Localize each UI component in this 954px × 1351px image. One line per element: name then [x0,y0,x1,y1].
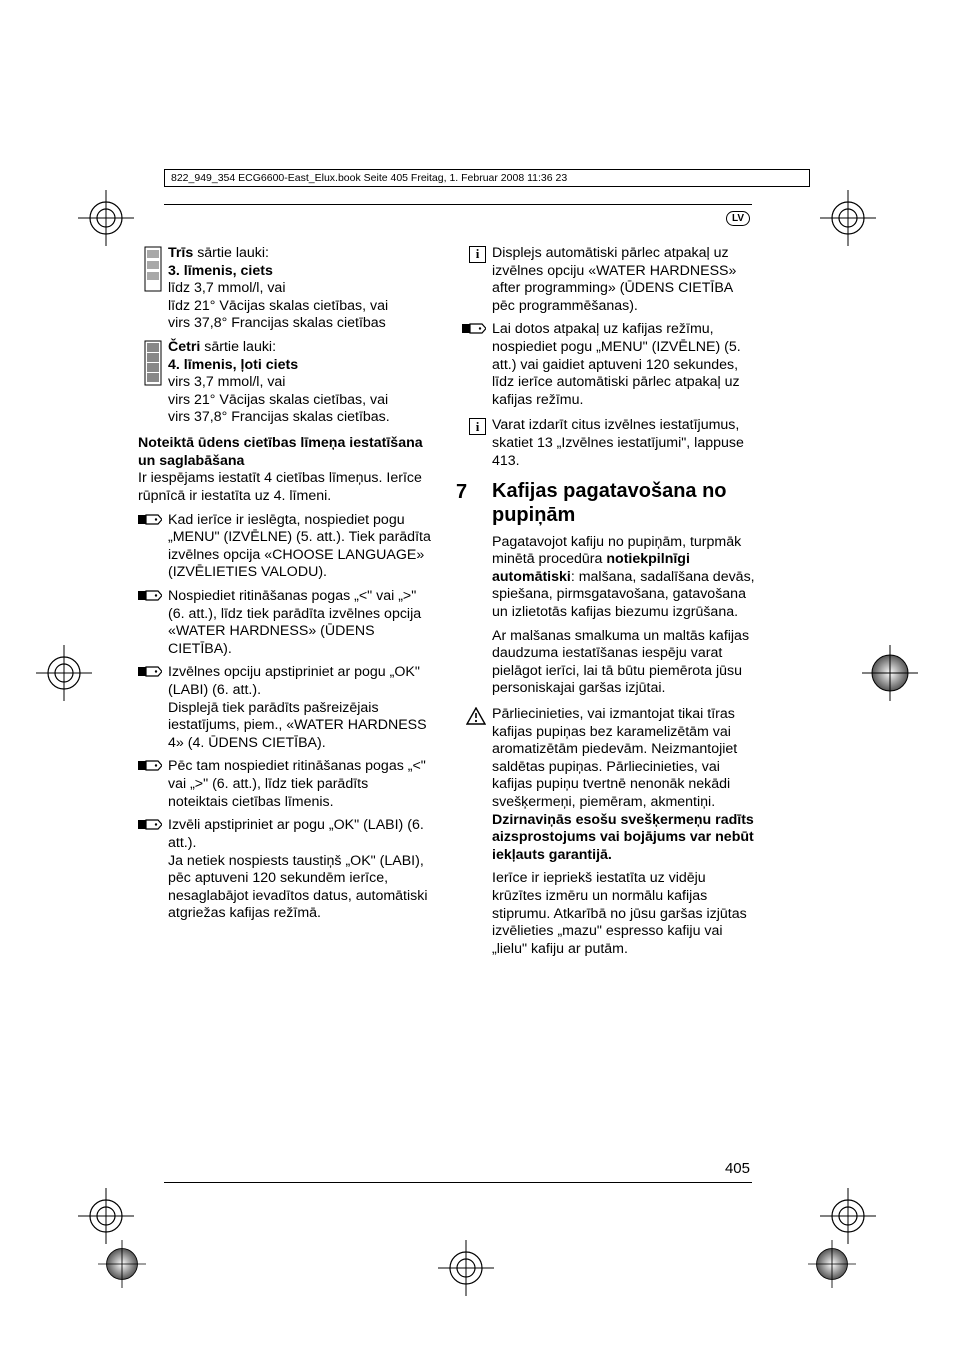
hardness-4-icon [144,340,162,386]
text: Nospiediet ritināšanas pogas „<" vai „>"… [168,588,432,658]
warning-icon [466,707,486,725]
regmark-corner-right [808,1240,856,1288]
text: Pārliecinieties, vai izmantojat tikai tī… [492,706,737,810]
section-7-heading: 7 Kafijas pagatavošana no pupiņām [454,480,756,527]
regmark-bot-left [78,1188,134,1244]
text: Ierīce ir iepriekš iestatīta uz vidēju k… [492,870,756,958]
para-1: Pagatavojot kafiju no pupiņām, turpmāk m… [454,534,756,622]
step-5: Izvēli apstipriniet ar pogu „OK" (LABI) … [130,817,432,923]
hand-pointer-icon [138,665,162,678]
warning-1: Pārliecinieties, vai izmantojat tikai tī… [454,706,756,864]
text: Kad ierīce ir ieslēgta, nospiediet pogu … [168,512,432,582]
text: virs 21° Vācijas skalas cietības, vai [168,392,432,410]
hand-pointer-icon [138,513,162,526]
text: Dzirnaviņās esošu svešķermeņu radīts aiz… [492,812,754,863]
info-2: i Varat izdarīt citus izvēlnes iestatīju… [454,417,756,470]
text: sārtie lauki: [200,339,276,355]
section-number: 7 [454,480,492,527]
text: Lai dotos atpakaļ uz kafijas režīmu, nos… [492,321,756,409]
info-icon: i [469,246,486,263]
subsection-title: Noteiktā ūdens cietības līmeņa iestatīša… [138,435,423,469]
text: Izvēli apstipriniet ar pogu „OK" (LABI) … [168,817,432,923]
text: virs 37,8° Francijas skalas cietības [168,315,432,333]
hand-pointer-icon [138,759,162,772]
hand-pointer-icon [138,818,162,831]
regmark-top-right [820,190,876,246]
info-1: i Displejs automātiski pārlec atpakaļ uz… [454,245,756,315]
language-badge: LV [726,211,750,226]
subsection: Noteiktā ūdens cietības līmeņa iestatīša… [130,435,432,505]
step-4: Pēc tam nospiediet ritināšanas pogas „<"… [130,758,432,811]
regmark-bot-center [438,1240,494,1296]
regmark-bot-right [820,1188,876,1244]
regmark-mid-right [862,645,918,701]
text: Varat izdarīt citus izvēlnes iestatījumu… [492,417,756,470]
hardness-level-4: Četri sārtie lauki: 4. līmenis, ļoti cie… [130,339,432,427]
hand-pointer-icon [138,589,162,602]
section-title: Kafijas pagatavošana no pupiņām [492,480,756,527]
text: 3. līmenis, ciets [168,263,273,279]
hardness-3-icon [144,246,162,292]
page-bottom-rule [164,1182,752,1183]
text: Displejs automātiski pārlec atpakaļ uz i… [492,245,756,315]
text: Ir iespējams iestatīt 4 cietības līmeņus… [138,470,432,505]
hardness-level-3: Trīs sārtie lauki: 3. līmenis, ciets līd… [130,245,432,333]
header-filepath: 822_949_354 ECG6600-East_Elux.book Seite… [164,169,810,187]
step-return: Lai dotos atpakaļ uz kafijas režīmu, nos… [454,321,756,409]
para-2: Ar malšanas smalkuma un maltās kafijas d… [454,628,756,698]
text: Pēc tam nospiediet ritināšanas pogas „<"… [168,758,432,811]
info-icon: i [469,418,486,435]
text: Trīs [168,245,193,261]
para-3: Ierīce ir iepriekš iestatīta uz vidēju k… [454,870,756,958]
text: Izvēlnes opciju apstipriniet ar pogu „OK… [168,664,432,752]
page-top-rule [164,204,752,205]
step-2: Nospiediet ritināšanas pogas „<" vai „>"… [130,588,432,658]
text: Ar malšanas smalkuma un maltās kafijas d… [492,628,756,698]
regmark-top-left [78,190,134,246]
hand-pointer-icon [462,322,486,335]
step-3: Izvēlnes opciju apstipriniet ar pogu „OK… [130,664,432,752]
text: virs 3,7 mmol/l, vai [168,374,432,392]
step-1: Kad ierīce ir ieslēgta, nospiediet pogu … [130,512,432,582]
content-columns: Trīs sārtie lauki: 3. līmenis, ciets līd… [130,245,758,965]
regmark-mid-left [36,645,92,701]
column-right: i Displejs automātiski pārlec atpakaļ uz… [454,245,756,965]
text: līdz 3,7 mmol/l, vai [168,280,432,298]
text: virs 37,8° Francijas skalas cietības. [168,409,432,427]
regmark-corner-left [98,1240,146,1288]
text: Četri [168,339,200,355]
column-left: Trīs sārtie lauki: 3. līmenis, ciets līd… [130,245,432,965]
text: 4. līmenis, ļoti ciets [168,357,298,373]
text: sārtie lauki: [193,245,269,261]
page-number: 405 [725,1160,750,1177]
text: līdz 21° Vācijas skalas cietības, vai [168,298,432,316]
